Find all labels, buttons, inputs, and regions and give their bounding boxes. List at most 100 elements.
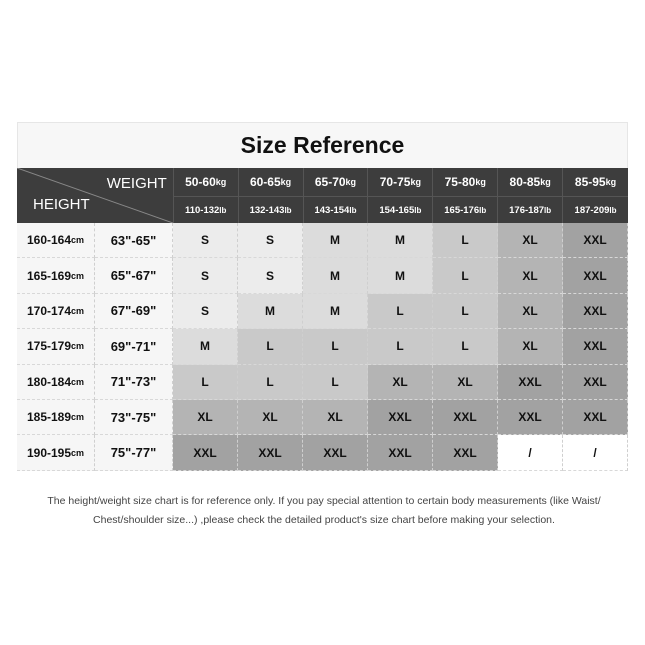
weight-kg: 65-70 kg xyxy=(303,168,368,197)
size-cell: XXL xyxy=(368,435,433,471)
kg-value: 80-85 xyxy=(509,175,541,189)
size-cell: XXL xyxy=(563,293,628,330)
size-cell: XL xyxy=(498,293,563,330)
chart-title: Size Reference xyxy=(17,122,628,168)
height-cm: 160-164 cm xyxy=(17,223,95,259)
lb-unit: lb xyxy=(479,205,487,215)
weight-column: 75-80 kg 165-176 lb xyxy=(433,168,499,223)
cm-value: 180-184 xyxy=(26,374,72,389)
kg-value: 85-95 xyxy=(574,175,606,189)
size-cell: / xyxy=(563,435,628,471)
size-cell: XXL xyxy=(173,435,238,471)
size-cell: XXL xyxy=(498,399,563,436)
height-cm: 170-174 cm xyxy=(17,293,95,330)
size-cell: XXL xyxy=(303,435,368,471)
size-cell: S xyxy=(173,258,238,294)
size-cell: S xyxy=(173,223,238,259)
size-cell: L xyxy=(173,364,238,400)
size-cell: XXL xyxy=(563,399,628,436)
size-cell: L xyxy=(303,364,368,400)
size-cell: XXL xyxy=(433,399,498,436)
size-cell: XXL xyxy=(563,329,628,365)
disclaimer-note: The height/weight size chart is for refe… xyxy=(47,495,601,526)
weight-lb: 132-143 lb xyxy=(239,197,303,223)
kg-unit: kg xyxy=(605,177,617,187)
table-row: 170-174 cm 67"-69" S M M L L XL XXL xyxy=(17,293,628,330)
height-inch: 63"-65" xyxy=(95,223,173,259)
size-cell: S xyxy=(173,293,238,330)
weight-column: 85-95 kg 187-209 lb xyxy=(563,168,628,223)
table-row: 160-164 cm 63"-65" S S M M L XL XXL xyxy=(17,223,628,259)
height-inch: 67"-69" xyxy=(95,293,173,330)
kg-value: 70-75 xyxy=(379,175,411,189)
weight-lb: 154-165 lb xyxy=(368,197,432,223)
size-cell: L xyxy=(368,329,433,365)
weight-kg: 60-65 kg xyxy=(238,168,303,197)
lb-unit: lb xyxy=(609,205,617,215)
header-corner: WEIGHT HEIGHT xyxy=(17,168,174,223)
height-inch: 75"-77" xyxy=(95,435,173,471)
lb-value: 132-143 xyxy=(249,204,285,216)
weight-lb: 176-187 lb xyxy=(498,197,562,223)
lb-value: 154-165 xyxy=(379,204,415,216)
kg-unit: kg xyxy=(475,177,486,187)
cm-unit: cm xyxy=(71,305,85,316)
size-cell: XXL xyxy=(498,364,563,400)
table-row: 185-189 cm 73"-75" XL XL XL XXL XXL XXL XXL xyxy=(17,399,628,436)
lb-unit: lb xyxy=(219,205,227,215)
weight-column: 80-85 kg 176-187 lb xyxy=(498,168,564,223)
size-cell: XL xyxy=(498,223,563,259)
lb-value: 110-132 xyxy=(184,204,220,216)
weight-kg: 85-95 kg xyxy=(563,168,628,197)
lb-unit: lb xyxy=(284,205,292,215)
height-inch: 73"-75" xyxy=(95,399,173,436)
kg-value: 65-70 xyxy=(314,175,346,189)
cm-unit: cm xyxy=(71,412,85,423)
size-cell: XL xyxy=(498,258,563,294)
cm-value: 175-179 xyxy=(26,339,72,354)
lb-value: 176-187 xyxy=(509,204,545,216)
cm-unit: cm xyxy=(71,270,85,281)
lb-value: 165-176 xyxy=(444,204,480,216)
height-label: HEIGHT xyxy=(33,196,90,213)
cm-unit: cm xyxy=(71,376,85,387)
kg-unit: kg xyxy=(215,177,227,187)
size-cell: XXL xyxy=(563,258,628,294)
height-inch: 69"-71" xyxy=(95,329,173,365)
cm-value: 170-174 xyxy=(26,303,72,318)
size-cell: M xyxy=(368,223,433,259)
table-body: 160-164 cm 63"-65" S S M M L XL XXL 165-169 cm 65"-6… xyxy=(17,223,628,471)
size-cell: XL xyxy=(433,364,498,400)
cm-value: 190-195 xyxy=(26,445,72,460)
weight-lb: 187-209 lb xyxy=(563,197,628,223)
size-cell: M xyxy=(173,329,238,365)
cm-unit: cm xyxy=(71,341,85,352)
height-cm: 185-189 cm xyxy=(17,399,95,436)
size-cell: / xyxy=(498,435,563,471)
kg-unit: kg xyxy=(280,177,292,187)
height-cm: 165-169 cm xyxy=(17,258,95,294)
size-cell: XXL xyxy=(368,399,433,436)
size-cell: XL xyxy=(173,399,238,436)
weight-lb: 110-132 lb xyxy=(174,197,238,223)
table-row: 165-169 cm 65"-67" S S M M L XL XXL xyxy=(17,258,628,294)
height-inch: 65"-67" xyxy=(95,258,173,294)
size-cell: M xyxy=(238,293,303,330)
kg-unit: kg xyxy=(345,177,357,187)
size-cell: L xyxy=(433,223,498,259)
kg-unit: kg xyxy=(410,177,421,187)
lb-unit: lb xyxy=(349,205,357,215)
cm-value: 165-169 xyxy=(26,268,72,283)
size-cell: L xyxy=(238,364,303,400)
cm-unit: cm xyxy=(71,235,85,246)
size-cell: XXL xyxy=(433,435,498,471)
size-cell: XL xyxy=(368,364,433,400)
size-cell: L xyxy=(238,329,303,365)
weight-kg: 80-85 kg xyxy=(498,168,563,197)
lb-unit: lb xyxy=(544,205,552,215)
height-cm: 180-184 cm xyxy=(17,364,95,400)
size-cell: L xyxy=(368,293,433,330)
size-cell: L xyxy=(433,329,498,365)
size-cell: M xyxy=(303,293,368,330)
size-cell: M xyxy=(303,258,368,294)
